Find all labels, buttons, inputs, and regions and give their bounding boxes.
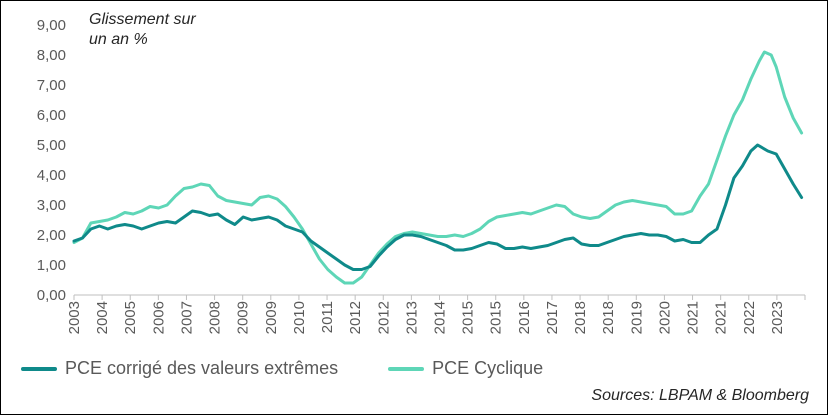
x-tick-label: 2008: [207, 301, 224, 334]
x-tick-label: 2012: [375, 301, 392, 334]
y-axis-title-line-2: un an %: [89, 31, 148, 48]
x-tick-label: 2018: [600, 301, 617, 334]
x-tick-label: 2021: [713, 301, 730, 334]
legend-item-pce-core: PCE corrigé des valeurs extrêmes: [21, 358, 338, 379]
y-tick-label: 0,00: [37, 287, 66, 304]
x-tick-label: 2017: [544, 301, 561, 334]
legend-swatch-pce-cyclical: [388, 366, 425, 371]
x-tick-label: 2009: [235, 301, 252, 334]
x-tick-label: 2018: [572, 301, 589, 334]
source-note: Sources: LBPAM & Bloomberg: [591, 387, 809, 404]
y-axis-ticks: 0,00 1,00 2,00 3,00 4,00 5,00 6,00 7,00 8,00 9,00: [37, 17, 66, 304]
x-tick-label: 2007: [178, 301, 195, 334]
y-axis-title-line-1: Glissement sur: [89, 11, 196, 28]
x-tick-label: 2023: [769, 301, 786, 334]
x-tick-label: 2011: [319, 301, 336, 333]
x-tick-label: 2006: [150, 301, 167, 334]
y-tick-label: 3,00: [37, 197, 66, 214]
x-axis: 2003 2004 2005 2006 2007 2008 2009 2009 2010 2011…: [66, 294, 806, 334]
y-tick-label: 2,00: [37, 227, 66, 244]
y-tick-label: 6,00: [37, 107, 66, 124]
legend-item-pce-cyclical: PCE Cyclique: [388, 358, 543, 379]
y-axis-title: Glissement sur un an %: [89, 10, 229, 50]
y-tick-label: 9,00: [37, 17, 66, 34]
x-tick-label: 2022: [741, 301, 758, 334]
legend-label-pce-cyclical: PCE Cyclique: [432, 358, 544, 378]
x-tick-label: 2014: [432, 301, 449, 334]
x-tick-label: 2021: [685, 301, 702, 334]
series-line-pce-core: [72, 143, 804, 271]
x-tick-label: 2013: [403, 301, 420, 334]
y-tick-label: 7,00: [37, 77, 66, 94]
x-tick-label: 2019: [628, 301, 645, 334]
x-tick-label: 2020: [656, 301, 673, 334]
y-tick-label: 4,00: [37, 167, 66, 184]
series-layer: [72, 50, 804, 285]
x-tick-label: 2005: [122, 301, 139, 334]
x-tick-label: 2012: [347, 301, 364, 334]
y-tick-label: 1,00: [37, 257, 66, 274]
legend-swatch-pce-core: [21, 366, 57, 371]
x-tick-label: 2015: [488, 301, 505, 334]
y-tick-label: 8,00: [37, 47, 66, 64]
y-tick-label: 5,00: [37, 137, 66, 154]
x-tick-label: 2004: [94, 301, 111, 334]
legend: PCE corrigé des valeurs extrêmes PCE Cyc…: [21, 358, 593, 379]
x-tick-label: 2015: [460, 301, 477, 334]
x-tick-label: 2016: [516, 301, 533, 334]
x-tick-label: 2009: [263, 301, 280, 334]
x-tick-label: 2003: [66, 301, 83, 334]
x-tick-label: 2010: [291, 301, 308, 334]
series-line-pce-cyclical: [72, 50, 804, 285]
legend-label-pce-core: PCE corrigé des valeurs extrêmes: [65, 358, 339, 378]
